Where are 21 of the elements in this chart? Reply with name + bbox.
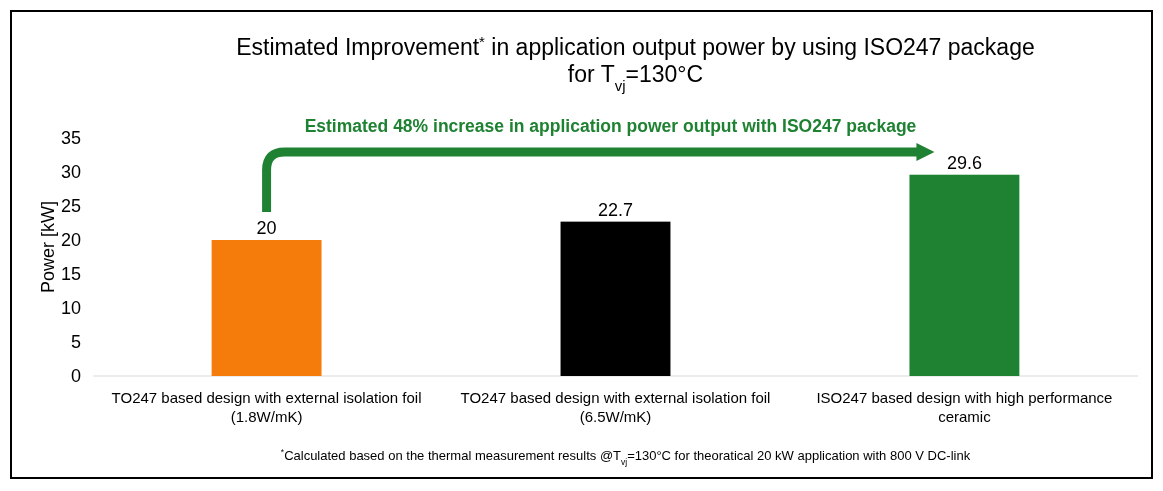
bar (211, 240, 322, 376)
data-label: 20 (256, 218, 277, 238)
x-tick-label: TO247 based design with external isolation foil (1.8W/mK) (111, 389, 422, 425)
chart-title: Estimated Improvement$^{*}$ in application output power by using ISO247 package for T$_{vj}$=130°C (236, 32, 1035, 94)
data-label: 22.7 (597, 199, 634, 220)
x-tick-label: TO247 based design with external isolation foil (6.5W/mK) (460, 389, 771, 425)
y-tick-label: 0 (70, 366, 81, 387)
y-tick-label: 35 (60, 128, 81, 149)
y-tick-label: 30 (60, 162, 81, 183)
y-tick-label: 20 (60, 230, 81, 251)
y-tick-label: 5 (70, 332, 81, 353)
x-tick-label: ISO247 based design with high performance ceramic (816, 389, 1113, 425)
bar (909, 174, 1020, 376)
text: Estimated 48% increase in application power output with ISO247 package (304, 116, 917, 136)
bar (560, 221, 671, 376)
data-label: 29.6 (946, 152, 982, 173)
y-tick-label: 15 (60, 264, 81, 285)
text: $^{*}$Calculated based on the thermal measurement results @T$_{vj}$=130°C for theoratical 20 kW application with 800 V DC-link (280, 447, 971, 467)
y-axis-title: Power [kW] (38, 200, 58, 294)
y-tick-label: 10 (60, 298, 81, 319)
y-tick-label: 25 (60, 196, 81, 217)
